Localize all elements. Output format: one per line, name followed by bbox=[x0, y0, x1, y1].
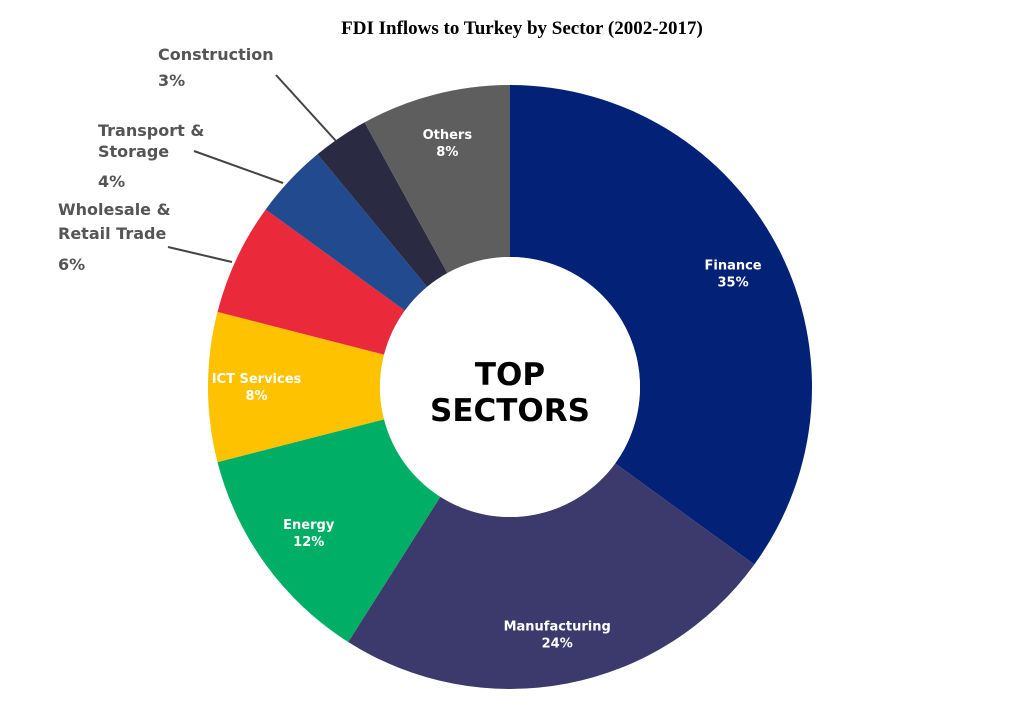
outside-label-construction-line-1: Construction bbox=[158, 45, 274, 64]
slice-transport-storage bbox=[265, 154, 428, 311]
leader-line-wholesale-retail-trade bbox=[167, 246, 233, 263]
chart-title: FDI Inflows to Turkey by Sector (2002-20… bbox=[341, 18, 703, 39]
outside-label-wholesale-retail-trade-line-1: Wholesale & bbox=[58, 200, 171, 219]
outside-value-transport-storage: 4% bbox=[98, 172, 125, 191]
slice-value-manufacturing: 24% bbox=[542, 636, 573, 651]
slice-ict-services bbox=[207, 311, 385, 463]
slice-construction bbox=[317, 122, 448, 287]
outside-value-construction: 3% bbox=[158, 71, 185, 90]
slice-manufacturing bbox=[348, 463, 755, 689]
slice-value-energy: 12% bbox=[293, 535, 324, 550]
outside-value-wholesale-retail-trade: 6% bbox=[58, 255, 85, 274]
outside-label-wholesale-retail-trade-line-2: Retail Trade bbox=[58, 224, 166, 243]
slice-value-others: 8% bbox=[436, 145, 458, 160]
slice-wholesale-retail-trade bbox=[217, 209, 405, 355]
slice-value-ict-services: 8% bbox=[245, 389, 267, 404]
inside-labels-group: Finance 35% Manufacturing 24% Energy 12% ICT S… bbox=[212, 128, 762, 651]
slice-label-energy: Energy bbox=[283, 518, 335, 533]
slice-others bbox=[364, 85, 510, 274]
slices-group bbox=[207, 85, 812, 689]
center-label-group: TOP SECTORS bbox=[430, 357, 590, 429]
slice-label-manufacturing: Manufacturing bbox=[504, 619, 611, 634]
leader-line-transport-storage bbox=[193, 150, 284, 184]
outside-label-transport-storage-line-1: Transport & bbox=[98, 121, 204, 140]
outside-label-transport-storage-line-2: Storage bbox=[98, 142, 169, 161]
slice-finance bbox=[510, 85, 812, 565]
slice-label-ict-services: ICT Services bbox=[212, 372, 302, 387]
outside-labels-group: Wholesale & Retail Trade 6% Transport & Stor… bbox=[58, 45, 337, 274]
leader-line-construction bbox=[275, 74, 337, 142]
donut-hole bbox=[380, 257, 640, 517]
slice-label-others: Others bbox=[423, 128, 473, 143]
slice-value-finance: 35% bbox=[718, 275, 749, 290]
slice-label-finance: Finance bbox=[704, 258, 761, 273]
center-label-line-2: SECTORS bbox=[430, 393, 590, 429]
center-label-line-1: TOP bbox=[475, 357, 545, 393]
slice-energy bbox=[217, 419, 441, 642]
